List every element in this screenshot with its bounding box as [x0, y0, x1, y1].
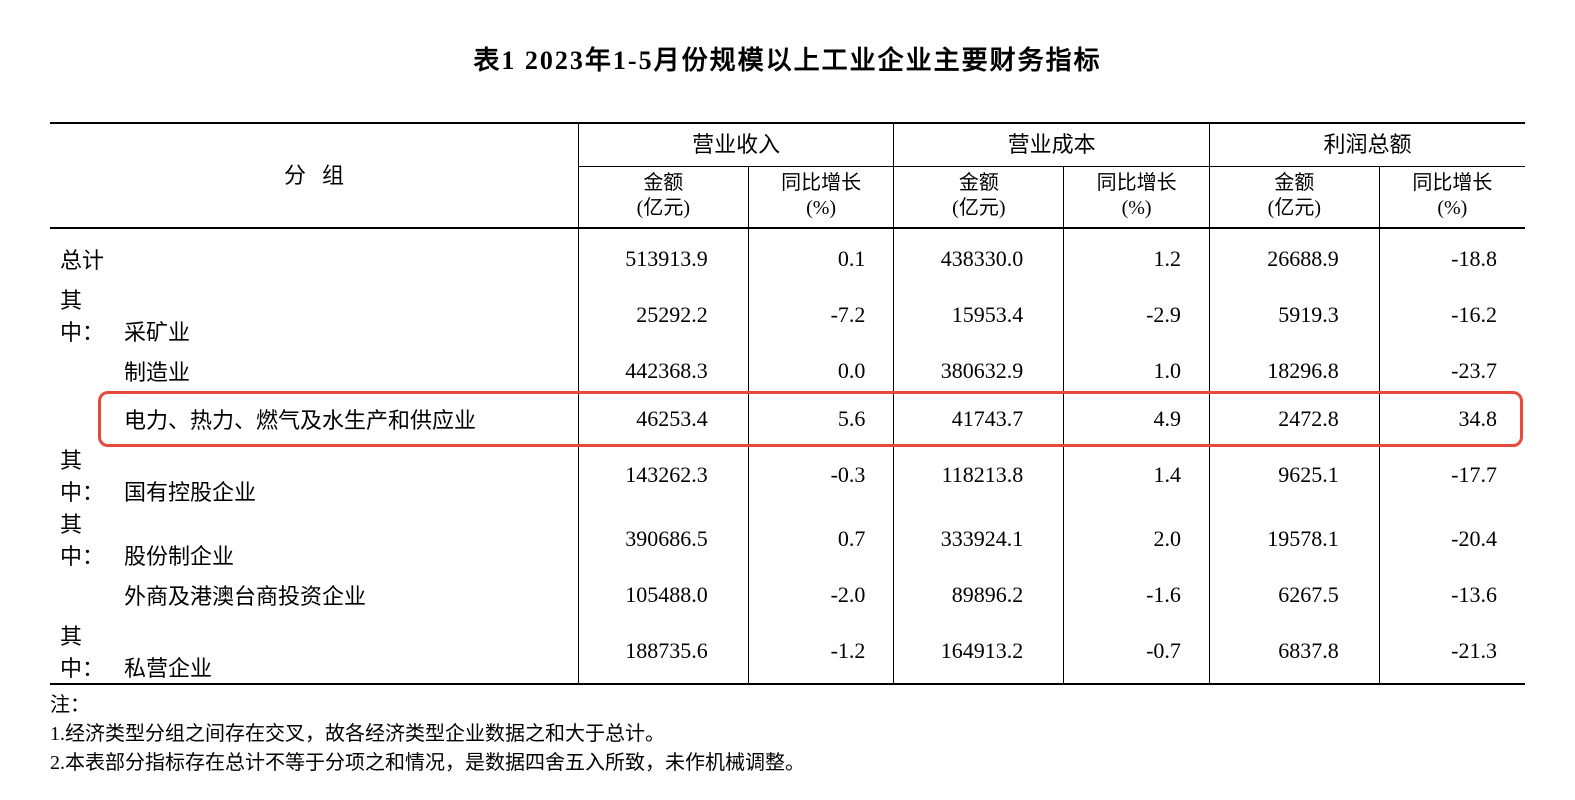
cell-cost_pct: -2.9 — [1064, 283, 1210, 347]
header-cost-amt: 金额(亿元) — [894, 166, 1064, 228]
row-name: 总计 — [60, 248, 104, 273]
cell-rev_pct: 0.0 — [748, 347, 894, 395]
table-row: 电力、热力、燃气及水生产和供应业 46253.45.641743.74.92472… — [50, 395, 1525, 443]
table-row: 其中：股份制企业390686.50.7333924.12.019578.1-20… — [50, 507, 1525, 571]
cell-rev_pct: -0.3 — [748, 443, 894, 507]
cell-cost_amt: 438330.0 — [894, 228, 1064, 283]
notes-line-1: 1.经济类型分组之间存在交叉，故各经济类型企业数据之和大于总计。 — [50, 720, 1525, 749]
header-revenue: 营业收入 — [578, 123, 894, 166]
cell-prof_amt: 6837.8 — [1209, 619, 1379, 684]
row-name: 电力、热力、燃气及水生产和供应业 — [124, 408, 476, 433]
row-name: 制造业 — [124, 360, 190, 385]
cell-cost_amt: 41743.7 — [894, 395, 1064, 443]
cell-prof_pct: -17.7 — [1379, 443, 1525, 507]
cell-rev_pct: -7.2 — [748, 283, 894, 347]
cell-prof_pct: -16.2 — [1379, 283, 1525, 347]
table-notes: 注： 1.经济类型分组之间存在交叉，故各经济类型企业数据之和大于总计。 2.本表… — [50, 685, 1525, 778]
table-row: 其中：国有控股企业143262.3-0.3118213.81.49625.1-1… — [50, 443, 1525, 507]
table-body: 总计513913.90.1438330.01.226688.9-18.8其中：采… — [50, 228, 1525, 684]
header-profit-amt: 金额(亿元) — [1209, 166, 1379, 228]
cell-cost_pct: 1.4 — [1064, 443, 1210, 507]
header-grouping: 分组 — [50, 123, 578, 228]
row-prefix: 其中： — [60, 283, 124, 347]
cell-prof_pct: -23.7 — [1379, 347, 1525, 395]
table-row: 其中：采矿业25292.2-7.215953.4-2.95919.3-16.2 — [50, 283, 1525, 347]
header-revenue-amt: 金额(亿元) — [578, 166, 748, 228]
cell-prof_amt: 2472.8 — [1209, 395, 1379, 443]
cell-rev_amt: 390686.5 — [578, 507, 748, 571]
row-label: 电力、热力、燃气及水生产和供应业 — [50, 395, 578, 443]
table-title: 表1 2023年1-5月份规模以上工业企业主要财务指标 — [50, 40, 1525, 77]
cell-cost_amt: 118213.8 — [894, 443, 1064, 507]
cell-cost_amt: 15953.4 — [894, 283, 1064, 347]
cell-cost_amt: 89896.2 — [894, 571, 1064, 619]
notes-line-2: 2.本表部分指标存在总计不等于分项之和情况，是数据四舍五入所致，未作机械调整。 — [50, 749, 1525, 778]
row-name: 股份制企业 — [124, 544, 234, 569]
cell-rev_pct: 5.6 — [748, 395, 894, 443]
row-prefix: 其中： — [60, 443, 124, 507]
row-label: 总计 — [50, 228, 578, 283]
notes-heading: 注： — [50, 691, 1525, 720]
row-label: 外商及港澳台商投资企业 — [50, 571, 578, 619]
table-row: 其中：私营企业188735.6-1.2164913.2-0.76837.8-21… — [50, 619, 1525, 684]
cell-cost_pct: 2.0 — [1064, 507, 1210, 571]
cell-cost_amt: 333924.1 — [894, 507, 1064, 571]
row-name: 国有控股企业 — [124, 480, 256, 505]
row-label: 其中：采矿业 — [50, 283, 578, 347]
cell-prof_pct: -18.8 — [1379, 228, 1525, 283]
header-cost: 营业成本 — [894, 123, 1210, 166]
cell-cost_pct: 1.2 — [1064, 228, 1210, 283]
cell-prof_amt: 19578.1 — [1209, 507, 1379, 571]
table-row: 制造业 442368.30.0380632.91.018296.8-23.7 — [50, 347, 1525, 395]
financial-table: 分组 营业收入 营业成本 利润总额 金额(亿元) 同比增长(%) 金额(亿元) … — [50, 122, 1525, 685]
cell-cost_pct: 1.0 — [1064, 347, 1210, 395]
cell-cost_pct: -1.6 — [1064, 571, 1210, 619]
cell-rev_amt: 513913.9 — [578, 228, 748, 283]
header-cost-pct: 同比增长(%) — [1064, 166, 1210, 228]
cell-rev_amt: 46253.4 — [578, 395, 748, 443]
cell-rev_pct: 0.7 — [748, 507, 894, 571]
cell-prof_amt: 26688.9 — [1209, 228, 1379, 283]
cell-prof_amt: 9625.1 — [1209, 443, 1379, 507]
cell-rev_amt: 25292.2 — [578, 283, 748, 347]
cell-cost_pct: -0.7 — [1064, 619, 1210, 684]
cell-prof_pct: 34.8 — [1379, 395, 1525, 443]
cell-cost_amt: 380632.9 — [894, 347, 1064, 395]
cell-prof_pct: -20.4 — [1379, 507, 1525, 571]
cell-prof_pct: -21.3 — [1379, 619, 1525, 684]
row-label: 其中：私营企业 — [50, 619, 578, 684]
row-name: 采矿业 — [124, 320, 190, 345]
cell-prof_amt: 18296.8 — [1209, 347, 1379, 395]
row-name: 外商及港澳台商投资企业 — [124, 584, 366, 609]
cell-rev_amt: 143262.3 — [578, 443, 748, 507]
row-prefix: 其中： — [60, 619, 124, 683]
cell-rev_amt: 442368.3 — [578, 347, 748, 395]
row-prefix: 其中： — [60, 507, 124, 571]
cell-cost_amt: 164913.2 — [894, 619, 1064, 684]
cell-prof_pct: -13.6 — [1379, 571, 1525, 619]
header-profit: 利润总额 — [1209, 123, 1525, 166]
cell-prof_amt: 6267.5 — [1209, 571, 1379, 619]
cell-rev_pct: -2.0 — [748, 571, 894, 619]
cell-rev_pct: 0.1 — [748, 228, 894, 283]
cell-cost_pct: 4.9 — [1064, 395, 1210, 443]
row-label: 其中：国有控股企业 — [50, 443, 578, 507]
row-label: 其中：股份制企业 — [50, 507, 578, 571]
table-wrapper: 分组 营业收入 营业成本 利润总额 金额(亿元) 同比增长(%) 金额(亿元) … — [50, 122, 1525, 685]
cell-rev_amt: 105488.0 — [578, 571, 748, 619]
cell-prof_amt: 5919.3 — [1209, 283, 1379, 347]
header-profit-pct: 同比增长(%) — [1379, 166, 1525, 228]
table-row: 外商及港澳台商投资企业 105488.0-2.089896.2-1.66267.5… — [50, 571, 1525, 619]
header-revenue-pct: 同比增长(%) — [748, 166, 894, 228]
table-row: 总计 513913.90.1438330.01.226688.9-18.8 — [50, 228, 1525, 283]
row-name: 私营企业 — [124, 656, 212, 681]
row-label: 制造业 — [50, 347, 578, 395]
cell-rev_pct: -1.2 — [748, 619, 894, 684]
cell-rev_amt: 188735.6 — [578, 619, 748, 684]
table-header: 分组 营业收入 营业成本 利润总额 金额(亿元) 同比增长(%) 金额(亿元) … — [50, 123, 1525, 228]
